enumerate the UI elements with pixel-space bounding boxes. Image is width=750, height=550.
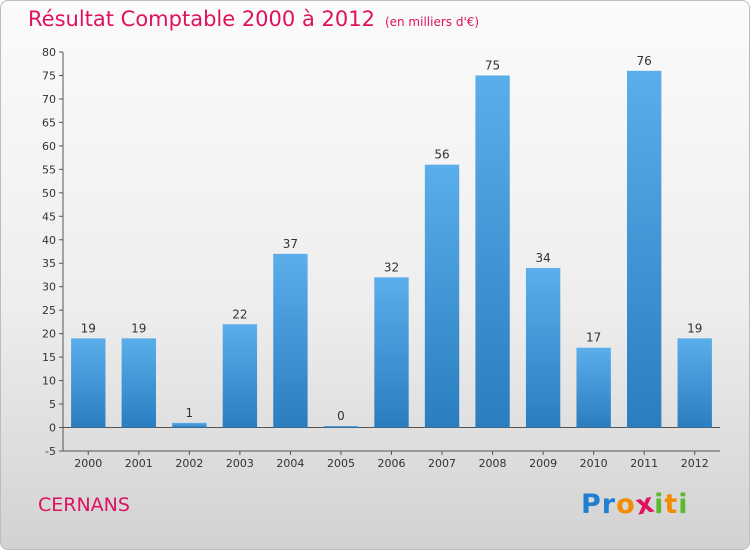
- x-tick-label-2009: 2009: [529, 457, 557, 470]
- bar-2010: [576, 347, 611, 428]
- proxiti-logo: Proxiti: [581, 487, 689, 521]
- x-tick-label-2000: 2000: [74, 457, 102, 470]
- bars: 19 19 1 22 37 0 32 56 75 34 17 76 19: [71, 54, 712, 428]
- x-tick-label-2005: 2005: [327, 457, 355, 470]
- bar-2003: [222, 324, 258, 428]
- x-tick-label-2010: 2010: [580, 457, 608, 470]
- data-label-2000: 19: [81, 321, 96, 335]
- bar-2008: [475, 75, 510, 428]
- y-tick-label: 55: [42, 163, 56, 176]
- chart-title: Résultat Comptable 2000 à 2012 (en millie…: [28, 7, 479, 31]
- bar-2006: [374, 277, 409, 428]
- bar-2011: [627, 70, 662, 428]
- data-label-2008: 75: [485, 58, 500, 72]
- y-tick-label: 15: [42, 351, 56, 364]
- chart-title-text: Résultat Comptable 2000 à 2012: [28, 7, 375, 31]
- logo-letter: i: [678, 489, 689, 520]
- y-tick-label: 5: [49, 398, 56, 411]
- x-tick-label-2011: 2011: [630, 457, 658, 470]
- logo-letter: t: [664, 489, 679, 520]
- y-axis-ticks: -5 0 5 10 15 20 25 30 35 40 45 50 55 60 65 70 75 80: [42, 46, 63, 458]
- y-tick-label: 80: [42, 46, 56, 59]
- x-tick-label-2001: 2001: [125, 457, 153, 470]
- x-tick-label-2007: 2007: [428, 457, 456, 470]
- x-tick-label-2002: 2002: [175, 457, 203, 470]
- data-label-2007: 56: [434, 148, 449, 162]
- data-label-2012: 19: [687, 321, 702, 335]
- y-tick-label: 50: [42, 187, 56, 200]
- y-tick-label: 10: [42, 375, 56, 388]
- y-tick-label: 60: [42, 140, 56, 153]
- data-label-2009: 34: [535, 251, 550, 265]
- x-tick-label-2012: 2012: [681, 457, 709, 470]
- data-label-2011: 76: [637, 54, 652, 68]
- logo-letter: i: [654, 489, 665, 520]
- logo-letter: r: [601, 489, 617, 520]
- data-label-2001: 19: [131, 321, 146, 335]
- y-tick-label: 40: [42, 234, 56, 247]
- y-tick-label: 25: [42, 304, 56, 317]
- commune-name: CERNANS: [38, 494, 130, 516]
- data-label-2003: 22: [232, 307, 247, 321]
- logo-letter: P: [581, 489, 602, 520]
- bar-2005: [323, 426, 359, 428]
- bar-2004: [273, 253, 308, 428]
- bar-2001: [121, 338, 156, 428]
- y-tick-label: 35: [42, 257, 56, 270]
- x-axis-ticks: 2000 2001 2002 2003 2004 2005 2006 2007 2008 2009…: [74, 451, 709, 470]
- logo-letter: o: [616, 489, 636, 520]
- bar-2002: [172, 422, 207, 428]
- y-tick-label: 75: [42, 69, 56, 82]
- y-tick-label: 20: [42, 328, 56, 341]
- y-tick-label: 45: [42, 210, 56, 223]
- data-label-2010: 17: [586, 331, 601, 345]
- data-label-2005: 0: [337, 409, 345, 423]
- bar-2000: [71, 338, 106, 428]
- y-tick-label: 0: [49, 422, 56, 435]
- y-tick-label: 65: [42, 116, 56, 129]
- x-tick-label-2008: 2008: [479, 457, 507, 470]
- x-tick-label-2004: 2004: [276, 457, 304, 470]
- bar-2007: [424, 164, 460, 428]
- data-label-2004: 37: [283, 237, 298, 251]
- y-tick-label: 30: [42, 281, 56, 294]
- y-tick-label: 70: [42, 93, 56, 106]
- bar-2012: [677, 338, 712, 428]
- data-label-2002: 1: [186, 406, 194, 420]
- chart-subtitle: (en milliers d'€): [384, 15, 480, 29]
- data-label-2006: 32: [384, 260, 399, 274]
- y-tick-label: -5: [45, 445, 56, 458]
- bar-2009: [525, 267, 561, 428]
- x-tick-label-2003: 2003: [226, 457, 254, 470]
- x-tick-label-2006: 2006: [378, 457, 406, 470]
